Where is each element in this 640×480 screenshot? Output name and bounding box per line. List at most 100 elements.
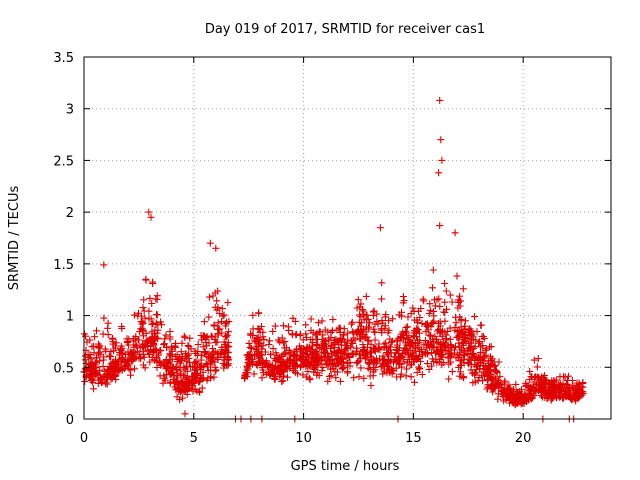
data-point <box>291 368 299 376</box>
data-point <box>91 361 99 369</box>
data-point <box>435 169 443 177</box>
data-point <box>505 381 513 389</box>
data-point <box>101 367 109 375</box>
data-point <box>218 329 226 337</box>
data-point <box>249 311 257 319</box>
data-point <box>466 356 474 364</box>
data-point <box>549 389 557 397</box>
data-point <box>117 345 125 353</box>
data-point <box>461 334 469 341</box>
data-point <box>95 340 102 348</box>
data-point <box>254 350 262 358</box>
data-point <box>112 339 120 347</box>
y-tick-label: 1 <box>66 310 74 325</box>
data-point <box>269 345 277 353</box>
data-point <box>214 287 222 295</box>
data-point <box>308 350 316 358</box>
data-point <box>378 295 386 303</box>
data-point <box>479 368 487 376</box>
data-point <box>376 224 384 232</box>
data-point <box>448 368 456 376</box>
data-point <box>322 337 330 345</box>
data-point <box>367 349 375 357</box>
data-point <box>200 363 208 371</box>
data-point <box>473 366 481 374</box>
data-point <box>284 323 292 331</box>
data-point <box>398 312 406 320</box>
data-point <box>259 328 267 336</box>
data-point <box>456 292 464 300</box>
data-point <box>253 360 261 368</box>
data-point <box>487 366 495 374</box>
y-tick-label: 3.5 <box>53 51 74 66</box>
data-point <box>325 360 333 368</box>
data-point <box>270 372 278 380</box>
data-point <box>286 355 293 363</box>
data-point <box>211 333 219 341</box>
data-point <box>428 349 436 356</box>
data-point <box>212 338 220 346</box>
data-point <box>363 354 371 362</box>
data-point <box>467 328 475 336</box>
data-point <box>310 368 318 376</box>
y-tick-label: 2.5 <box>53 154 74 169</box>
data-point <box>306 376 314 384</box>
data-point <box>400 297 408 304</box>
data-point <box>181 372 189 380</box>
axis-ticks: 0 0.5 1 1.5 2 2.5 3 3.5 0 5 10 15 20 <box>53 51 611 446</box>
data-point <box>515 391 523 399</box>
data-point <box>169 364 177 372</box>
data-point <box>203 353 211 361</box>
data-point <box>379 360 387 368</box>
data-point <box>303 357 311 365</box>
data-point <box>370 325 378 333</box>
data-point <box>166 379 174 387</box>
data-point <box>99 362 107 370</box>
data-point <box>428 362 435 370</box>
data-point <box>162 363 170 371</box>
data-point <box>271 376 279 383</box>
data-point <box>359 347 367 355</box>
data-point <box>457 361 464 369</box>
plot-frame <box>83 56 612 420</box>
data-point <box>514 395 521 403</box>
data-point <box>448 298 456 306</box>
data-point <box>222 332 229 340</box>
data-point <box>173 372 181 380</box>
data-point <box>418 319 426 327</box>
data-point <box>471 370 479 378</box>
data-point <box>506 384 514 392</box>
data-point <box>99 330 107 338</box>
data-point <box>307 336 315 344</box>
data-point <box>313 355 321 363</box>
data-point <box>442 347 450 354</box>
data-point <box>105 366 112 374</box>
data-point <box>479 333 487 340</box>
data-point <box>378 317 386 325</box>
data-point <box>146 294 154 302</box>
data-point <box>162 331 170 339</box>
data-point <box>429 319 437 326</box>
data-point <box>245 357 253 365</box>
data-point <box>442 287 450 295</box>
data-point <box>153 364 161 371</box>
x-tick-label: 0 <box>80 431 88 446</box>
data-point <box>280 322 287 330</box>
data-point <box>266 337 273 345</box>
data-point <box>376 346 384 354</box>
data-point <box>561 390 569 398</box>
data-point <box>574 386 582 394</box>
data-point <box>191 369 199 377</box>
data-point <box>435 320 442 327</box>
data-point <box>471 353 478 361</box>
data-point <box>552 376 560 384</box>
data-point <box>523 392 531 400</box>
data-point <box>412 352 420 360</box>
data-point <box>336 377 344 385</box>
data-point <box>421 349 429 357</box>
data-point <box>167 369 175 377</box>
data-point <box>324 377 332 385</box>
data-point <box>175 364 183 372</box>
data-point <box>456 302 464 310</box>
data-point <box>131 341 139 349</box>
